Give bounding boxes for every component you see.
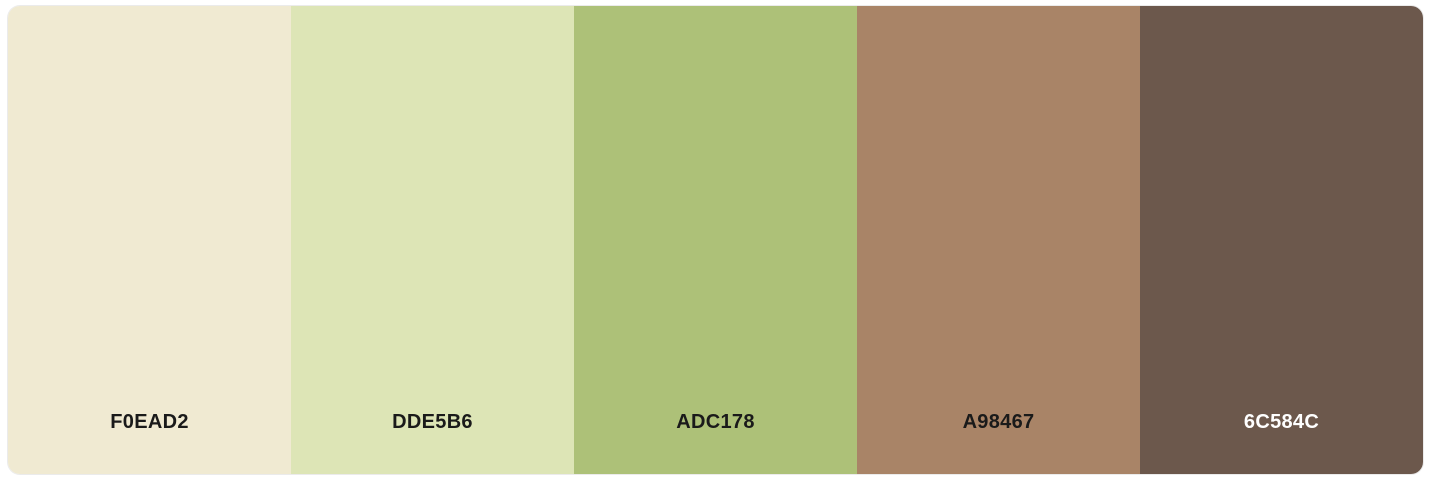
color-swatch-5[interactable]: 6C584C (1140, 6, 1423, 474)
swatch-hex-label: F0EAD2 (110, 411, 189, 433)
swatch-hex-label: A98467 (962, 411, 1035, 433)
color-swatch-1[interactable]: F0EAD2 (8, 6, 291, 474)
swatch-hex-label: 6C584C (1243, 411, 1320, 433)
color-swatch-3[interactable]: ADC178 (574, 6, 857, 474)
color-swatch-2[interactable]: DDE5B6 (291, 6, 574, 474)
swatch-hex-label: DDE5B6 (392, 411, 473, 433)
color-palette: F0EAD2 DDE5B6 ADC178 A98467 6C584C (8, 6, 1423, 474)
color-swatch-4[interactable]: A98467 (857, 6, 1140, 474)
swatch-hex-label: ADC178 (676, 411, 755, 433)
